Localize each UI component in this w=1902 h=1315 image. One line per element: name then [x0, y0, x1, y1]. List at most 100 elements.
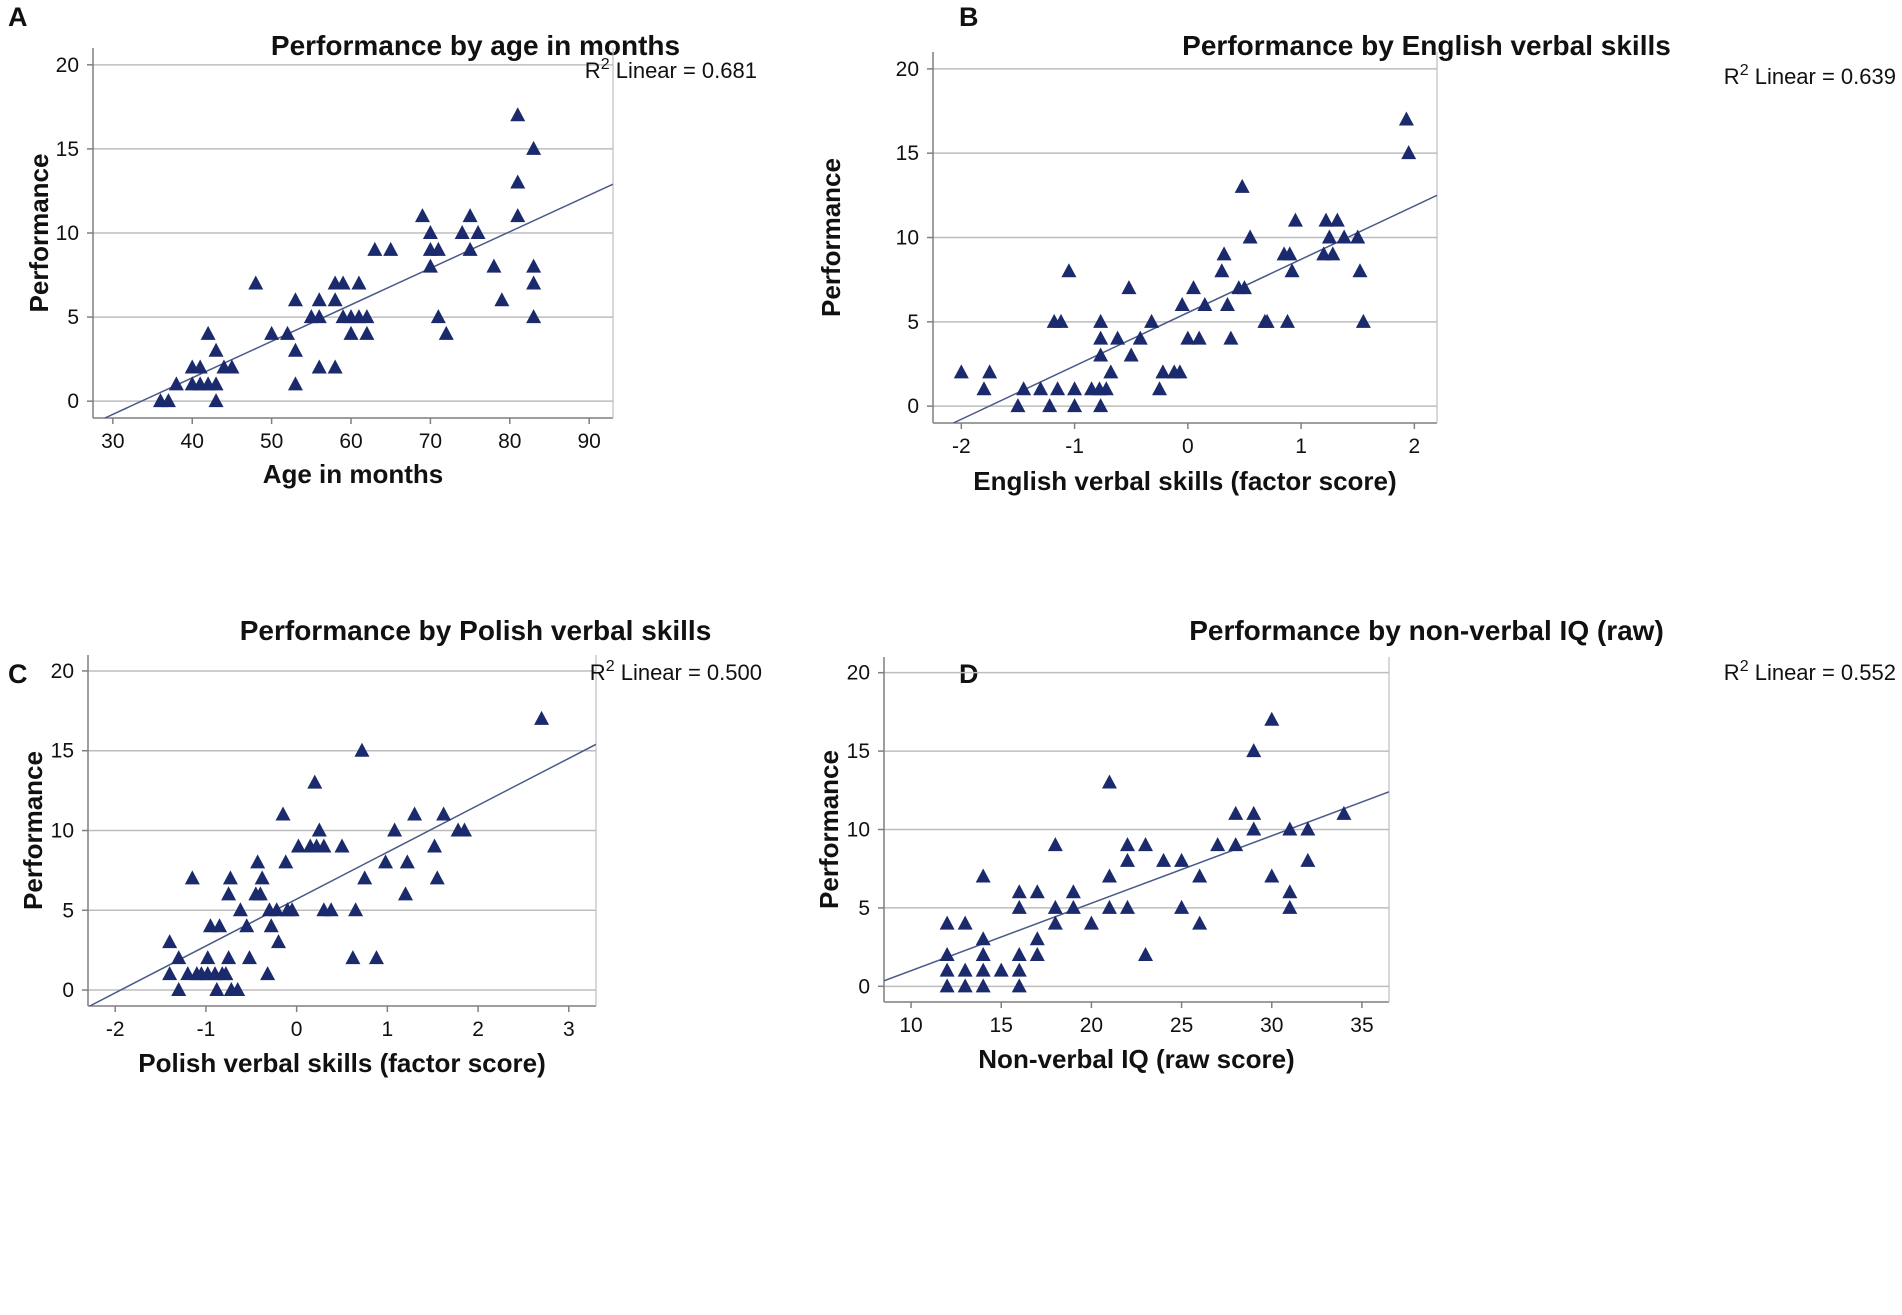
- data-point: [1352, 263, 1368, 278]
- data-point: [470, 225, 486, 239]
- data-point: [510, 174, 526, 189]
- data-point: [939, 978, 955, 993]
- data-point: [1300, 852, 1316, 867]
- data-point: [1259, 313, 1275, 328]
- data-point: [287, 376, 303, 391]
- data-point: [427, 838, 443, 853]
- data-point: [254, 870, 270, 885]
- data-point: [192, 359, 208, 374]
- y-tick-label: 0: [907, 395, 919, 418]
- data-point: [260, 966, 276, 981]
- data-point: [422, 225, 438, 239]
- panel-c: C Performance by Polish verbal skills: [0, 615, 951, 1314]
- data-point: [224, 359, 240, 374]
- data-point: [275, 806, 291, 821]
- data-point: [232, 902, 248, 917]
- data-point: [1172, 364, 1188, 379]
- x-tick-label: 90: [578, 430, 601, 453]
- data-point: [1119, 837, 1135, 852]
- data-point: [456, 822, 472, 837]
- data-point: [1011, 978, 1027, 993]
- data-point: [345, 950, 361, 965]
- data-point: [1119, 852, 1135, 867]
- data-point: [200, 325, 216, 340]
- data-point: [1282, 899, 1298, 914]
- data-point: [1110, 330, 1126, 345]
- data-point: [1138, 946, 1154, 961]
- data-point: [1192, 915, 1208, 930]
- data-point: [1152, 381, 1168, 396]
- data-point: [399, 854, 415, 869]
- y-tick-label: 10: [896, 227, 919, 250]
- data-point: [1219, 296, 1235, 311]
- data-point: [1053, 313, 1069, 328]
- x-tick-label: 80: [498, 430, 521, 453]
- data-point: [1180, 330, 1196, 345]
- data-point: [526, 258, 542, 273]
- data-point: [1350, 229, 1366, 244]
- data-point: [383, 241, 399, 256]
- data-point: [1083, 915, 1099, 930]
- data-point: [510, 107, 526, 122]
- data-point: [1174, 899, 1190, 914]
- data-point: [239, 918, 255, 933]
- data-point: [1325, 246, 1341, 261]
- data-point: [221, 886, 237, 901]
- x-tick-label: 30: [1260, 1014, 1283, 1037]
- data-point: [1214, 263, 1230, 278]
- data-point: [422, 258, 438, 273]
- x-tick-label: -2: [952, 435, 971, 458]
- fit-line: [104, 183, 613, 418]
- x-tick-label: 10: [899, 1014, 922, 1037]
- data-point: [953, 364, 969, 379]
- data-point: [1191, 330, 1207, 345]
- y-tick-label: 10: [51, 820, 74, 843]
- x-axis-label: Non-verbal IQ (raw score): [978, 1044, 1294, 1074]
- x-tick-label: 50: [260, 430, 283, 453]
- data-point: [311, 309, 327, 324]
- y-tick-label: 20: [56, 54, 79, 77]
- r-squared-label: R2 Linear = 0.681: [585, 56, 757, 83]
- data-point: [1093, 330, 1109, 345]
- y-tick-label: 15: [51, 740, 74, 763]
- data-point: [357, 870, 373, 885]
- data-point: [1029, 884, 1045, 899]
- data-point: [208, 393, 224, 408]
- panel-b: B Performance by English verbal skills: [951, 0, 1902, 657]
- data-point: [367, 241, 383, 256]
- x-tick-label: 1: [1295, 435, 1307, 458]
- data-point: [1246, 821, 1262, 836]
- data-point: [1287, 212, 1303, 227]
- data-point: [1101, 774, 1117, 789]
- data-point: [1144, 313, 1160, 328]
- x-tick-label: -2: [106, 1018, 125, 1041]
- chart-c: 0 5 10 15 20 -2 -1 0 1 2 3 Polish verbal skills (fa…: [18, 655, 762, 1078]
- y-axis-label: Performance: [814, 750, 844, 909]
- data-point: [359, 309, 375, 324]
- data-point: [957, 915, 973, 930]
- chart-title: Performance by age in months: [270, 30, 681, 61]
- y-tick-label: 0: [858, 975, 870, 998]
- data-point: [208, 376, 224, 391]
- y-tick-label: 15: [896, 142, 919, 165]
- data-point: [462, 241, 478, 256]
- y-tick-label: 10: [847, 819, 870, 842]
- data-point: [271, 934, 286, 949]
- data-point: [316, 838, 332, 853]
- data-point: [414, 208, 430, 223]
- data-point: [526, 275, 542, 290]
- data-point: [252, 886, 268, 901]
- data-point: [171, 950, 187, 965]
- panel-d: D Performance by non-verbal IQ (raw): [951, 615, 1902, 1314]
- data-point: [184, 870, 200, 885]
- panel-letter: A: [8, 2, 28, 32]
- x-axis-label: English verbal skills (factor score): [973, 466, 1396, 496]
- data-point: [269, 902, 285, 917]
- x-tick-label: 20: [1080, 1014, 1103, 1037]
- data-point: [343, 325, 359, 340]
- data-point: [982, 364, 998, 379]
- r-squared-label: R2 Linear = 0.639: [1724, 62, 1896, 89]
- data-point: [1029, 946, 1045, 961]
- data-point: [248, 275, 264, 290]
- r-squared-label: R2 Linear = 0.552: [1724, 658, 1896, 685]
